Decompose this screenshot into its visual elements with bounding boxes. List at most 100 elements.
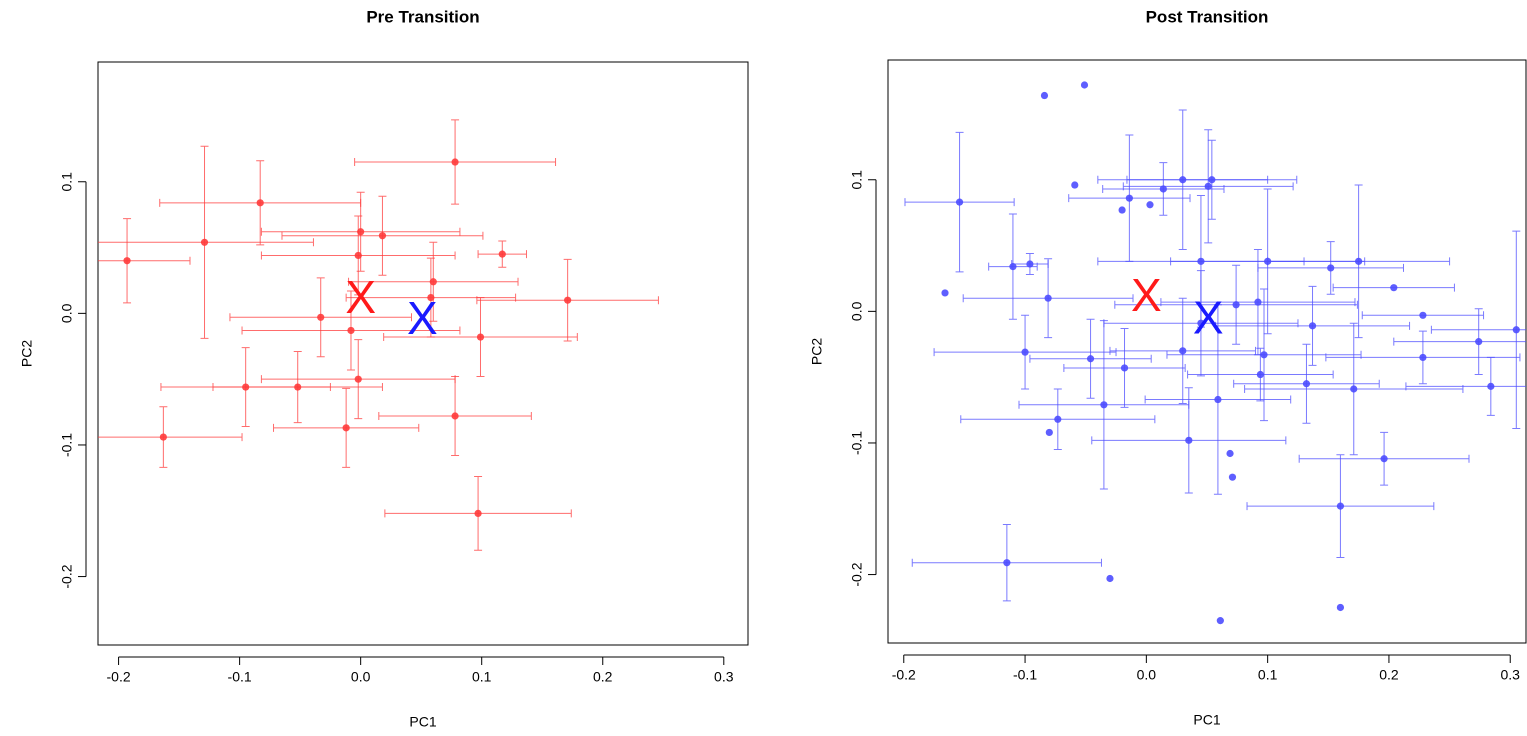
point	[1045, 428, 1053, 437]
point	[1146, 201, 1154, 209]
point	[159, 433, 167, 441]
y-tick-label: -0.1	[849, 431, 865, 455]
panel: Pre Transition -0.2 -0.1 0.0 0.1 0.2 0.3 PC1 -0.…	[19, 7, 749, 730]
plot-frame	[97, 61, 749, 646]
x-error-bar	[1393, 337, 1526, 346]
x-tick-label: -0.2	[892, 667, 916, 683]
x-tick-label: 0.0	[351, 669, 371, 685]
point	[1336, 502, 1345, 510]
point	[1336, 603, 1345, 612]
point	[1214, 395, 1222, 404]
y-tick-label: -0.2	[849, 562, 865, 586]
x-tick-label: 0.3	[1500, 667, 1520, 683]
x-axis-label: PC1	[409, 714, 436, 730]
point	[1475, 338, 1483, 346]
y-tick-label: 0.1	[59, 172, 75, 192]
chart-title: Pre Transition	[366, 7, 479, 26]
point	[1086, 355, 1095, 363]
point	[1308, 322, 1317, 330]
point	[451, 412, 459, 420]
point	[1232, 301, 1240, 309]
point	[123, 257, 131, 265]
y-tick-label: -0.1	[59, 433, 75, 457]
x-tick-label: -0.1	[1013, 667, 1037, 683]
x-tick-label: -0.2	[107, 669, 131, 685]
point	[564, 296, 572, 304]
point	[1080, 81, 1089, 89]
point	[354, 251, 362, 260]
x-tick-label: -0.1	[228, 669, 252, 685]
point	[1256, 370, 1264, 379]
point	[941, 289, 949, 297]
point	[1302, 380, 1311, 388]
point	[955, 198, 964, 206]
point	[347, 326, 355, 335]
point	[1216, 617, 1224, 625]
chart-title: Post Transition	[1146, 7, 1269, 26]
centroid-marker: X	[1193, 291, 1224, 343]
y-tick-label: 0.1	[849, 170, 865, 190]
point	[1118, 206, 1126, 214]
point	[342, 424, 350, 432]
point	[1327, 264, 1335, 272]
point	[378, 232, 387, 240]
y-axis-label: PC2	[19, 340, 35, 367]
x-tick-label: 0.0	[1137, 667, 1157, 683]
centroid-marker: X	[1131, 269, 1162, 321]
point	[1512, 326, 1520, 334]
point	[1208, 176, 1216, 184]
point	[354, 375, 362, 383]
y-tick-label: 0.0	[849, 301, 865, 321]
point	[1120, 364, 1129, 372]
point	[1254, 298, 1262, 306]
centroid-marker: X	[407, 292, 438, 344]
point	[1197, 319, 1205, 327]
centroid-marker: X	[345, 271, 376, 323]
point	[1350, 385, 1358, 393]
point	[1226, 449, 1234, 458]
point	[1390, 284, 1398, 292]
point	[1380, 455, 1388, 463]
point	[200, 238, 209, 246]
panel: Post Transition -0.2 -0.1 0.0 0.1 0.2 0.3 PC1 -0…	[809, 7, 1527, 728]
y-tick-label: 0.0	[59, 303, 75, 323]
point	[427, 293, 435, 302]
point	[1204, 182, 1212, 190]
point	[1071, 181, 1079, 189]
point	[256, 199, 264, 207]
x-tick-label: 0.2	[593, 669, 613, 685]
point	[476, 333, 485, 341]
point	[1159, 185, 1167, 193]
point	[1026, 260, 1034, 268]
y-axis-label: PC2	[809, 338, 825, 365]
x-tick-label: 0.1	[1258, 667, 1278, 683]
y-tick-label: -0.2	[59, 564, 75, 588]
point	[1040, 91, 1049, 100]
point	[1009, 263, 1017, 271]
point	[1228, 473, 1237, 481]
x-tick-label: 0.2	[1379, 667, 1399, 683]
point	[1179, 347, 1187, 355]
x-tick-label: 0.3	[714, 669, 734, 685]
point	[317, 313, 325, 321]
point	[1355, 257, 1363, 265]
point	[1185, 436, 1193, 444]
point	[451, 158, 459, 166]
point	[1021, 348, 1029, 356]
point	[294, 383, 302, 391]
plot-frame	[887, 59, 1527, 644]
point	[1487, 382, 1495, 390]
point	[357, 228, 365, 236]
point	[1419, 353, 1427, 362]
point	[1044, 294, 1052, 302]
point	[1419, 311, 1427, 319]
point	[1106, 574, 1114, 583]
point	[429, 278, 437, 286]
point	[1003, 559, 1011, 567]
point	[1260, 351, 1268, 359]
x-axis-label: PC1	[1193, 712, 1220, 728]
